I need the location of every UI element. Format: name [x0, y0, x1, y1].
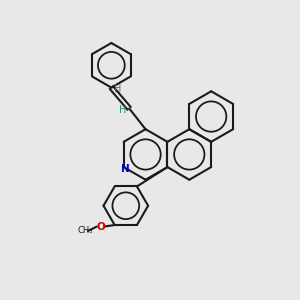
Text: CH₃: CH₃: [77, 226, 93, 236]
Text: H: H: [119, 105, 126, 115]
Text: H: H: [114, 84, 122, 94]
Text: O: O: [97, 221, 106, 232]
Text: N: N: [121, 164, 130, 174]
